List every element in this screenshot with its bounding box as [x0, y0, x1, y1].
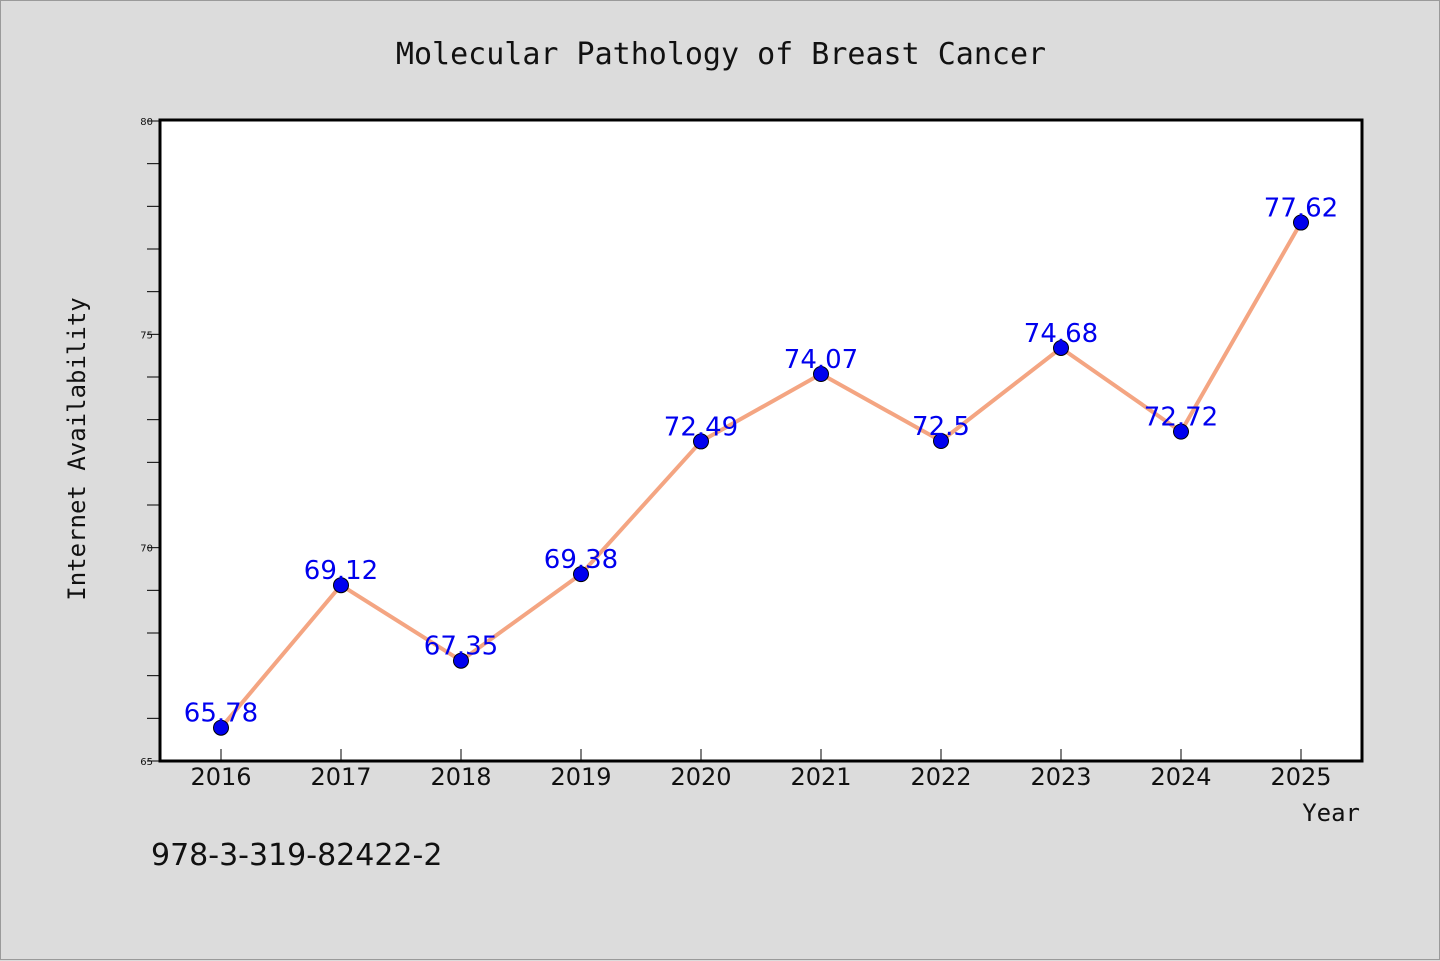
x-tick-label: 2024 — [1150, 763, 1211, 791]
y-axis-label: Internet Availability — [63, 297, 91, 600]
data-label: 72.72 — [1144, 403, 1218, 433]
data-point — [1173, 423, 1189, 440]
isbn-text: 978-3-319-82422-2 — [151, 838, 442, 873]
data-point — [213, 719, 229, 736]
x-tick-label: 2025 — [1270, 763, 1331, 791]
plot-area — [158, 118, 1364, 763]
y-tick-label: 70 — [140, 544, 153, 555]
x-tick-label: 2023 — [1030, 763, 1091, 791]
data-label: 77.62 — [1264, 194, 1338, 224]
data-point — [813, 366, 829, 383]
data-point — [1053, 339, 1069, 356]
data-point — [573, 566, 589, 583]
data-label: 69.38 — [544, 545, 618, 575]
x-axis-label: Year — [1302, 799, 1360, 827]
x-tick-label: 2018 — [430, 763, 491, 791]
data-point — [333, 577, 349, 594]
x-tick-label: 2020 — [670, 763, 731, 791]
chart-title: Molecular Pathology of Breast Cancer — [396, 37, 1046, 72]
x-tick-label: 2021 — [790, 763, 851, 791]
data-label: 69.12 — [304, 556, 378, 586]
y-axis: 65 70 75 80 — [140, 117, 161, 768]
y-tick-label: 75 — [140, 330, 153, 341]
x-tick-label: 2017 — [310, 763, 371, 791]
y-tick-label: 80 — [140, 117, 153, 128]
x-axis: 2016 2017 2018 2019 2020 2021 2022 2023 2024 2025 — [190, 749, 1332, 791]
data-label: 74.68 — [1024, 319, 1098, 349]
y-tick-label: 65 — [140, 757, 153, 768]
data-point — [693, 433, 709, 450]
data-point — [1293, 214, 1309, 231]
x-tick-label: 2016 — [190, 763, 251, 791]
series-layer: 65.78 69.12 67.35 69.38 72.49 74.07 72.5 74.68 7… — [184, 194, 1338, 736]
data-point — [933, 433, 949, 449]
x-tick-label: 2022 — [910, 763, 971, 791]
data-label: 74.07 — [784, 345, 858, 375]
data-label: 72.5 — [912, 412, 970, 442]
data-point — [453, 652, 469, 669]
data-label: 67.35 — [424, 632, 498, 662]
data-label: 65.78 — [184, 699, 258, 729]
series-line — [219, 221, 1303, 730]
data-label: 72.49 — [664, 412, 738, 442]
x-tick-label: 2019 — [550, 763, 611, 791]
